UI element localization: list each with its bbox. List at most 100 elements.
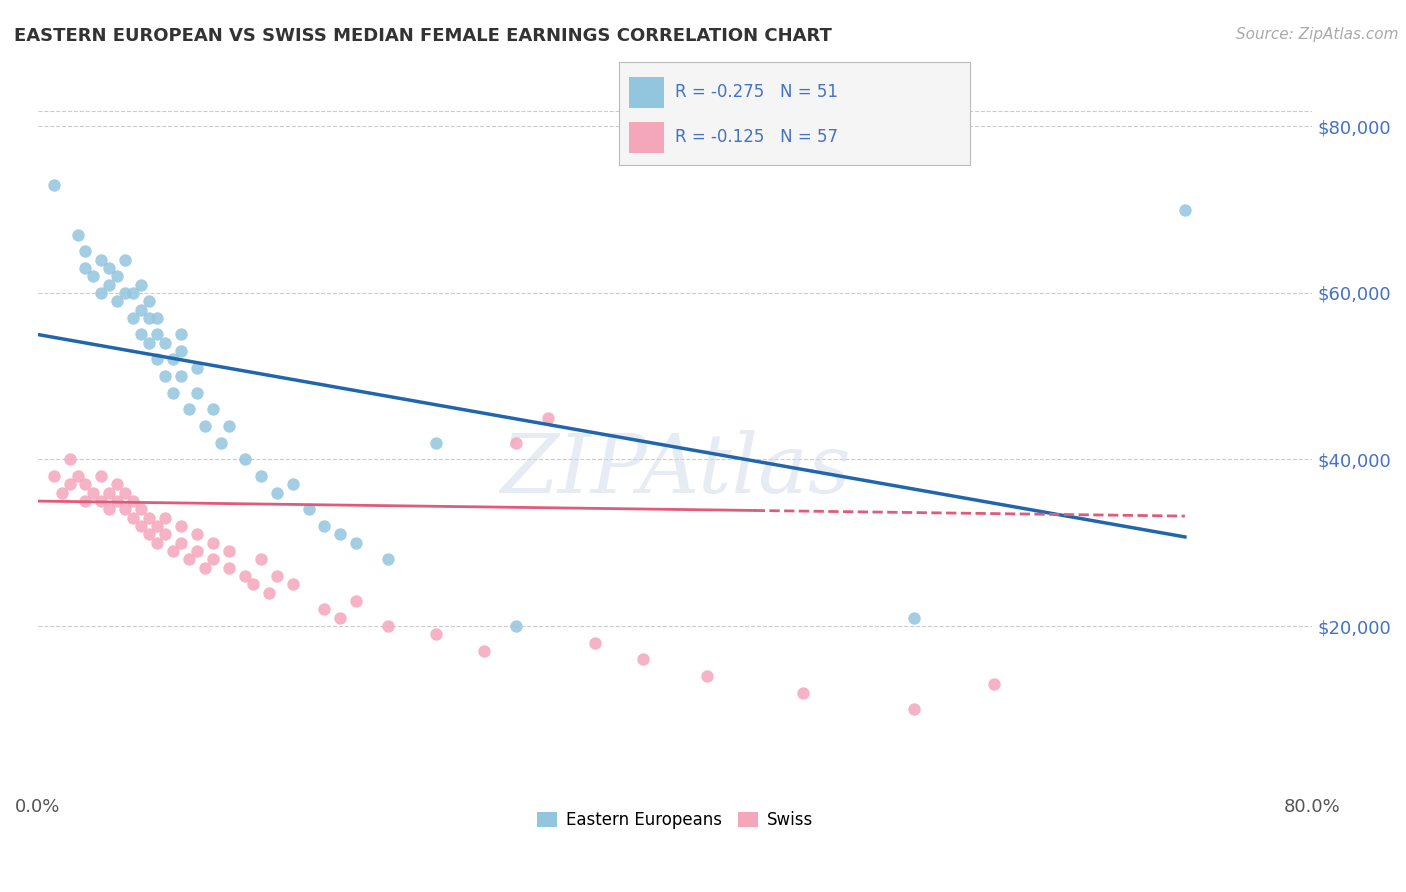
- Text: R = -0.275   N = 51: R = -0.275 N = 51: [675, 83, 838, 101]
- Text: EASTERN EUROPEAN VS SWISS MEDIAN FEMALE EARNINGS CORRELATION CHART: EASTERN EUROPEAN VS SWISS MEDIAN FEMALE …: [14, 27, 832, 45]
- Text: Source: ZipAtlas.com: Source: ZipAtlas.com: [1236, 27, 1399, 42]
- Point: [186, 527, 208, 541]
- Point: [377, 552, 399, 566]
- Point: [114, 485, 136, 500]
- Point: [377, 619, 399, 633]
- Point: [146, 535, 169, 549]
- Point: [105, 494, 128, 508]
- Point: [129, 327, 152, 342]
- Point: [425, 627, 447, 641]
- Point: [114, 285, 136, 300]
- Point: [233, 452, 256, 467]
- Point: [505, 435, 527, 450]
- Point: [344, 535, 367, 549]
- Point: [242, 577, 264, 591]
- Point: [129, 502, 152, 516]
- Point: [75, 260, 97, 275]
- Point: [98, 485, 121, 500]
- Point: [472, 644, 495, 658]
- Point: [122, 285, 145, 300]
- Point: [170, 519, 193, 533]
- Point: [257, 585, 280, 599]
- Point: [51, 485, 73, 500]
- Point: [138, 335, 160, 350]
- Point: [98, 277, 121, 292]
- Point: [129, 302, 152, 317]
- Point: [903, 702, 925, 716]
- Point: [162, 544, 184, 558]
- Point: [82, 485, 104, 500]
- Point: [314, 602, 336, 616]
- Point: [177, 552, 200, 566]
- Legend: Eastern Europeans, Swiss: Eastern Europeans, Swiss: [530, 805, 820, 836]
- Point: [903, 611, 925, 625]
- Text: ZIPAtlas: ZIPAtlas: [499, 430, 851, 510]
- Point: [170, 535, 193, 549]
- Point: [201, 402, 224, 417]
- Point: [249, 552, 271, 566]
- Point: [209, 435, 232, 450]
- Point: [983, 677, 1005, 691]
- Point: [58, 452, 80, 467]
- Point: [138, 294, 160, 309]
- Point: [138, 527, 160, 541]
- Point: [186, 385, 208, 400]
- Point: [186, 544, 208, 558]
- Point: [344, 594, 367, 608]
- Point: [98, 260, 121, 275]
- Point: [218, 544, 240, 558]
- Point: [90, 494, 112, 508]
- Point: [153, 527, 176, 541]
- Point: [162, 352, 184, 367]
- Point: [105, 477, 128, 491]
- Point: [105, 269, 128, 284]
- Point: [218, 560, 240, 574]
- Point: [75, 244, 97, 259]
- Point: [233, 569, 256, 583]
- Point: [75, 494, 97, 508]
- Point: [146, 352, 169, 367]
- Point: [631, 652, 654, 666]
- Point: [314, 519, 336, 533]
- Point: [105, 294, 128, 309]
- Point: [42, 178, 65, 192]
- Point: [329, 611, 352, 625]
- Point: [281, 577, 304, 591]
- Point: [122, 310, 145, 325]
- Point: [58, 477, 80, 491]
- Point: [138, 510, 160, 524]
- Point: [297, 502, 319, 516]
- FancyBboxPatch shape: [630, 122, 664, 153]
- Point: [249, 469, 271, 483]
- Point: [122, 510, 145, 524]
- Point: [146, 327, 169, 342]
- Point: [266, 569, 288, 583]
- Point: [170, 344, 193, 359]
- Point: [66, 227, 89, 242]
- Point: [329, 527, 352, 541]
- Point: [536, 410, 558, 425]
- Point: [696, 669, 718, 683]
- Point: [114, 502, 136, 516]
- Point: [792, 686, 814, 700]
- Point: [122, 494, 145, 508]
- Point: [153, 335, 176, 350]
- Point: [583, 636, 606, 650]
- Point: [194, 419, 217, 434]
- Point: [153, 510, 176, 524]
- Point: [186, 360, 208, 375]
- Point: [90, 252, 112, 267]
- Point: [129, 519, 152, 533]
- Point: [153, 369, 176, 384]
- Point: [266, 485, 288, 500]
- Point: [138, 310, 160, 325]
- Point: [129, 277, 152, 292]
- Point: [201, 552, 224, 566]
- Text: R = -0.125   N = 57: R = -0.125 N = 57: [675, 128, 838, 146]
- Point: [281, 477, 304, 491]
- Point: [75, 477, 97, 491]
- Point: [1174, 202, 1197, 217]
- Point: [425, 435, 447, 450]
- Point: [90, 285, 112, 300]
- Point: [177, 402, 200, 417]
